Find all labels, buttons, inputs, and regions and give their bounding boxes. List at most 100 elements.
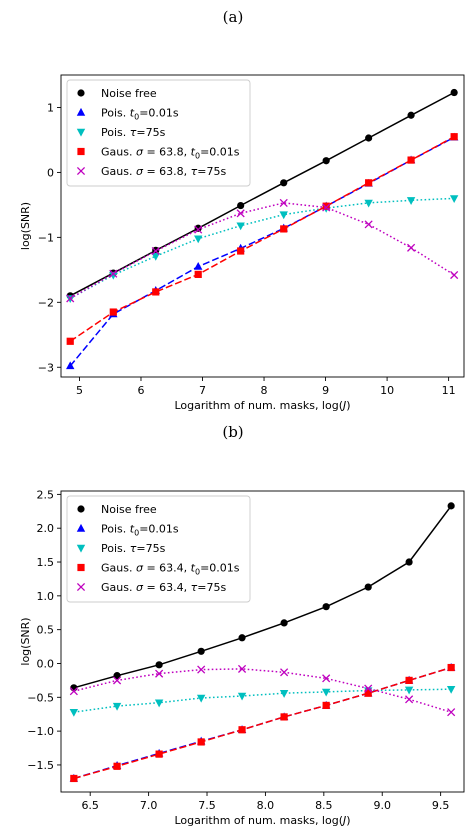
- legend-label-4: Gaus. σ = 63.4, τ=75s: [101, 581, 226, 594]
- point-0-7: [364, 583, 372, 591]
- x-tick-label: 10: [380, 384, 394, 397]
- series-line-0: [73, 505, 452, 689]
- x-axis-label: Logarithm of num. masks, log(J): [174, 814, 350, 827]
- point-4-5: [279, 198, 288, 208]
- point-4-5: [280, 668, 289, 677]
- legend-label-1: Pois. t0=0.01s: [101, 523, 179, 538]
- x-tick-label: 7: [199, 384, 206, 397]
- y-tick-label: −1.0: [27, 725, 54, 738]
- point-0-1: [113, 672, 121, 680]
- series-line-3: [73, 666, 452, 780]
- point-4-0: [66, 294, 75, 303]
- plot-frame: [60, 490, 465, 793]
- point-0-4: [237, 201, 245, 210]
- legend-marker-1: [76, 523, 86, 532]
- point-2-8: [404, 686, 414, 695]
- point-4-6: [322, 674, 331, 683]
- legend-box: [66, 495, 251, 603]
- point-2-9: [446, 685, 456, 694]
- legend-marker-4: [76, 166, 86, 176]
- point-2-4: [237, 692, 247, 701]
- point-2-5: [279, 690, 289, 698]
- point-2-3: [194, 235, 203, 244]
- point-4-8: [407, 243, 416, 252]
- point-0-7: [365, 134, 373, 142]
- point-2-9: [449, 195, 459, 203]
- y-tick-label: 1: [47, 101, 54, 114]
- point-0-9: [450, 88, 458, 97]
- series-line-4: [69, 202, 455, 300]
- point-4-9: [447, 708, 456, 717]
- x-axis-label: Logarithm of num. masks, log(J): [174, 399, 350, 412]
- point-3-4: [237, 247, 245, 255]
- legend-label-3: Gaus. σ = 63.8, t0=0.01s: [101, 146, 240, 161]
- point-3-7: [364, 689, 372, 697]
- point-3-2: [152, 288, 160, 296]
- point-3-5: [280, 713, 288, 721]
- point-3-4: [238, 726, 246, 734]
- point-3-8: [405, 676, 413, 684]
- point-3-0: [66, 337, 74, 345]
- point-4-7: [364, 684, 373, 693]
- series-line-3: [69, 136, 455, 342]
- point-0-6: [322, 157, 330, 165]
- point-0-8: [405, 558, 413, 566]
- x-tick-label: 8.5: [315, 799, 333, 812]
- x-tick-label: 11: [442, 384, 456, 397]
- point-4-0: [69, 687, 78, 696]
- legend-label-4: Gaus. σ = 63.8, τ=75s: [101, 165, 226, 178]
- legend-marker-1: [76, 107, 86, 116]
- legend-marker-3: [77, 147, 85, 156]
- y-tick-label: −1: [38, 231, 54, 244]
- x-tick-label: 9.0: [373, 799, 391, 812]
- legend-label-2: Pois. τ=75s: [101, 126, 166, 139]
- point-4-4: [236, 209, 245, 218]
- point-4-4: [237, 664, 247, 673]
- point-3-9: [450, 133, 458, 141]
- point-0-3: [194, 224, 202, 232]
- point-3-7: [365, 179, 373, 187]
- point-4-2: [151, 246, 160, 256]
- legend-marker-3: [77, 563, 85, 572]
- point-2-1: [109, 271, 118, 280]
- series-line-2: [73, 688, 452, 713]
- legend-marker-4: [76, 582, 86, 592]
- panel-label-b: (b): [222, 423, 244, 441]
- chart-a: 5 6 7 8 9 10 11 −3 −2 −1 0 1 Logarithm of num. masks…: [19, 74, 465, 412]
- y-tick-label: −1.5: [27, 759, 54, 772]
- legend-label-1: Pois. t0=0.01s: [101, 107, 179, 122]
- point-2-2: [151, 253, 160, 261]
- y-tick-label: 2.5: [37, 488, 55, 501]
- y-tick-label: 2.0: [37, 522, 55, 535]
- point-0-5: [280, 619, 288, 627]
- y-tick-label: 0: [47, 166, 54, 179]
- panel-label-a: (a): [222, 8, 244, 26]
- legend-label-0: Noise free: [101, 87, 157, 100]
- point-0-8: [407, 111, 415, 119]
- point-3-1: [109, 308, 117, 316]
- legend-label-0: Noise free: [101, 503, 157, 516]
- point-3-5: [280, 225, 288, 233]
- point-4-2: [155, 669, 164, 678]
- point-2-5: [279, 211, 288, 220]
- point-0-5: [280, 179, 288, 187]
- point-3-3: [194, 270, 202, 278]
- legend-label-2: Pois. τ=75s: [101, 542, 166, 555]
- point-0-6: [322, 603, 330, 611]
- series-line-0: [69, 91, 455, 297]
- point-0-4: [238, 634, 246, 642]
- x-tick-label: 8: [261, 384, 268, 397]
- point-4-1: [109, 269, 118, 278]
- plot-frame: [60, 74, 465, 378]
- y-tick-label: −3: [38, 361, 54, 374]
- legend-marker-0: [77, 89, 85, 97]
- point-2-2: [154, 699, 164, 708]
- point-4-6: [322, 203, 331, 212]
- x-tick-label: 7.0: [140, 799, 158, 812]
- point-2-4: [236, 222, 245, 231]
- legend-marker-0: [77, 505, 85, 513]
- point-2-3: [196, 694, 206, 703]
- point-2-7: [364, 199, 373, 208]
- point-0-3: [197, 647, 205, 655]
- series-line-2: [69, 197, 455, 300]
